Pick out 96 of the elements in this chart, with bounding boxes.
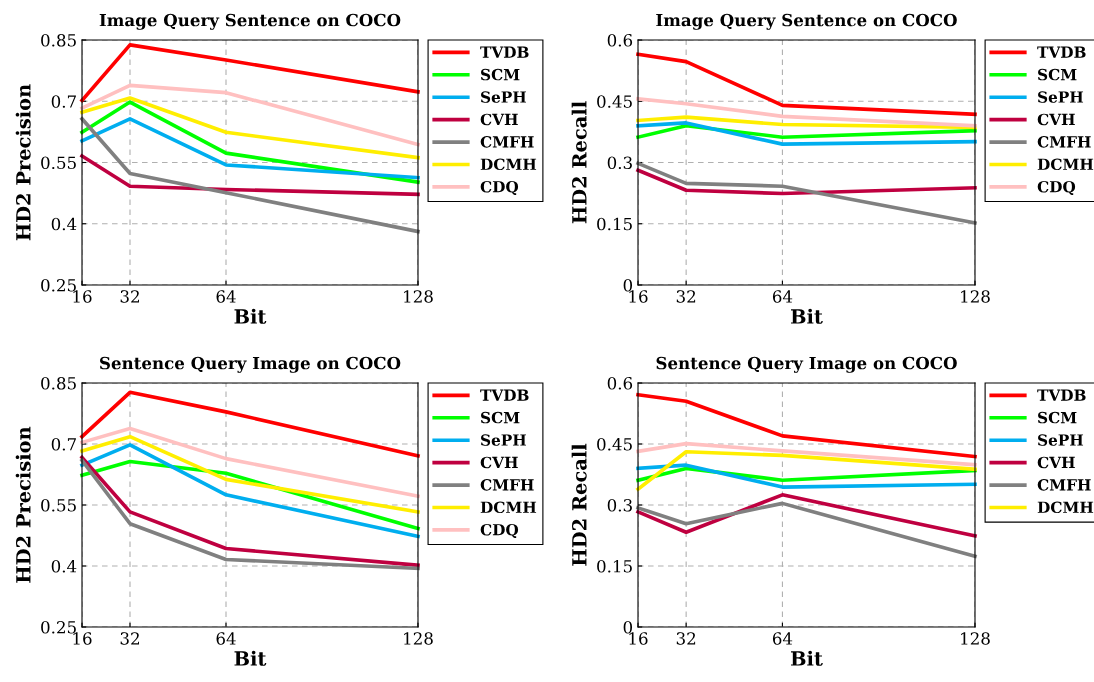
- x-tick-label: 32: [676, 290, 696, 303]
- x-tick-label: 128: [404, 290, 433, 303]
- line-series: [80, 154, 420, 197]
- line-series: [80, 117, 420, 234]
- legend-label: CMFH: [480, 479, 534, 491]
- legend-label: CVH: [1037, 113, 1075, 126]
- y-tick-label: 0.6: [607, 33, 633, 47]
- legend-label: CMFH: [480, 136, 534, 148]
- legend-label: CVH: [480, 113, 518, 126]
- legend-label: CVH: [1037, 456, 1075, 469]
- y-tick-label: 0.3: [607, 498, 632, 512]
- line-series: [80, 390, 420, 458]
- line-series: [80, 96, 420, 160]
- x-tick-label: 32: [120, 632, 139, 645]
- line-series: [80, 117, 420, 180]
- legend-label: CDQ: [480, 523, 519, 539]
- line-series: [80, 443, 420, 539]
- line-series: [636, 96, 977, 128]
- line-series: [80, 434, 420, 514]
- y-axis-title: HD2 Recall: [571, 101, 587, 224]
- y-tick-label: 0.25: [41, 620, 76, 634]
- y-tick-label: 0.85: [41, 376, 76, 390]
- line-series: [636, 161, 977, 225]
- y-tick-label: 0.3: [607, 156, 632, 170]
- y-tick-label: 0.55: [41, 498, 76, 512]
- legend-label: CDQ: [1037, 180, 1076, 196]
- x-tick-label: 32: [676, 632, 696, 645]
- x-axis-title: Bit: [791, 650, 823, 666]
- legend-label: SCM: [481, 68, 520, 81]
- x-axis-title: Bit: [791, 308, 823, 324]
- legend-label: TVDB: [480, 46, 529, 58]
- y-tick-label: 0.85: [41, 33, 76, 47]
- y-axis-title: HD2 Precision: [15, 84, 31, 241]
- y-tick-label: 0.4: [51, 559, 77, 573]
- line-series: [636, 392, 977, 459]
- x-tick-label: 128: [404, 632, 433, 645]
- line-series: [80, 83, 420, 147]
- legend-label: DCMH: [1037, 501, 1094, 514]
- y-tick-label: 0: [623, 278, 633, 292]
- legend-label: SePH: [481, 91, 527, 103]
- x-tick-label: 64: [216, 290, 236, 303]
- line-series: [636, 52, 977, 117]
- legend-label: SePH: [1038, 434, 1084, 446]
- legend-label: DCMH: [480, 158, 537, 171]
- line-series: [636, 121, 977, 146]
- x-axis-title: Bit: [234, 308, 267, 324]
- x-tick-label: 16: [73, 632, 92, 645]
- line-series: [636, 463, 977, 489]
- chart-title: Sentence Query Image on COCO: [100, 356, 401, 373]
- x-axis-title: Bit: [234, 650, 267, 666]
- legend-label: SCM: [481, 411, 520, 424]
- y-tick-label: 0.45: [597, 437, 632, 451]
- line-series: [80, 426, 420, 498]
- line-series: [636, 501, 977, 559]
- y-tick-label: 0.55: [41, 156, 76, 170]
- chart-title: Image Query Sentence on COCO: [656, 13, 957, 30]
- x-tick-label: 128: [961, 290, 990, 303]
- legend-label: CVH: [480, 456, 518, 469]
- x-tick-label: 64: [772, 632, 793, 645]
- y-tick-label: 0.4: [51, 217, 77, 231]
- x-tick-label: 32: [120, 290, 139, 303]
- legend-label: TVDB: [1037, 46, 1086, 58]
- legend-label: DCMH: [1037, 158, 1094, 171]
- legend-label: CMFH: [1037, 479, 1091, 491]
- legend-label: SePH: [1038, 91, 1084, 103]
- line-series: [636, 441, 977, 467]
- y-tick-label: 0.15: [597, 559, 632, 573]
- y-tick-label: 0.6: [607, 376, 633, 390]
- x-tick-label: 16: [629, 290, 648, 303]
- line-series: [636, 168, 977, 196]
- y-tick-label: 0.45: [597, 95, 632, 108]
- y-tick-label: 0.7: [51, 437, 76, 451]
- legend-label: SCM: [1038, 411, 1077, 424]
- y-tick-label: 0: [623, 620, 633, 634]
- line-series: [636, 493, 977, 538]
- y-axis-title: HD2 Precision: [15, 426, 31, 583]
- line-series: [636, 449, 977, 491]
- legend-label: DCMH: [480, 501, 537, 514]
- x-tick-label: 16: [629, 632, 648, 645]
- x-tick-label: 64: [772, 290, 793, 303]
- legend-label: TVDB: [1037, 389, 1086, 401]
- y-tick-label: 0.15: [597, 217, 632, 231]
- chart-title: Image Query Sentence on COCO: [99, 13, 401, 30]
- y-tick-label: 0.7: [51, 95, 76, 108]
- line-series: [636, 115, 977, 130]
- legend-label: CMFH: [1037, 136, 1091, 148]
- y-axis-title: HD2 Recall: [571, 443, 587, 566]
- legend-label: SePH: [481, 434, 527, 446]
- legend-label: SCM: [1038, 68, 1077, 81]
- legend-label: TVDB: [480, 389, 529, 401]
- chart-title: Sentence Query Image on COCO: [656, 356, 957, 373]
- x-tick-label: 16: [73, 290, 92, 303]
- x-tick-label: 64: [216, 632, 236, 645]
- y-tick-label: 0.25: [41, 278, 76, 292]
- legend-label: CDQ: [480, 180, 519, 196]
- x-tick-label: 128: [961, 632, 990, 645]
